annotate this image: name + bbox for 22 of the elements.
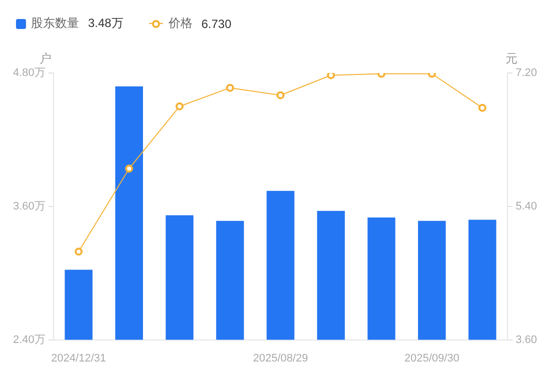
legend-label: 价格 [168,15,192,32]
point [276,91,284,100]
text: 6.730 [201,16,232,30]
y-axis-title: 户 [39,51,52,66]
point [176,102,184,110]
x-tick-label: 2024/12/31 [51,352,106,364]
point [74,248,83,256]
y2-tick-label: 7.20 [516,67,538,80]
y2-tick-label: 3.60 [516,334,538,346]
text: 3.48万 [88,15,124,32]
point [326,73,335,80]
x-tick-label: 2025/09/30 [404,352,460,364]
y-tick-label: 2.40万 [12,334,46,346]
y-tick-label: 4.80万 [12,67,46,80]
y-tick-label: 3.60万 [12,200,46,212]
point [226,84,234,92]
point [125,164,134,173]
y2-tick-label: 5.40 [516,200,538,212]
x-tick-label: 2025/08/29 [252,352,308,364]
legend-label: 股东数量 [31,15,79,32]
point [478,104,486,112]
y2-axis-title: 元 [506,51,518,66]
